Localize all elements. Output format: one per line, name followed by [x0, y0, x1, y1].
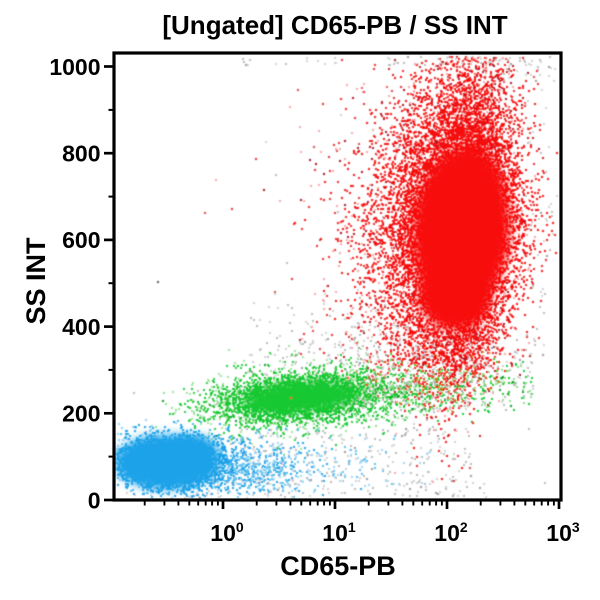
- svg-text:0: 0: [88, 487, 101, 513]
- svg-text:CD65-PB: CD65-PB: [280, 551, 396, 581]
- svg-text:[Ungated] CD65-PB / SS INT: [Ungated] CD65-PB / SS INT: [162, 10, 507, 40]
- svg-text:1000: 1000: [49, 54, 100, 80]
- svg-text:800: 800: [62, 141, 100, 167]
- svg-text:600: 600: [62, 227, 100, 253]
- svg-text:200: 200: [62, 401, 100, 427]
- svg-text:SS INT: SS INT: [21, 237, 51, 325]
- svg-text:400: 400: [62, 314, 100, 340]
